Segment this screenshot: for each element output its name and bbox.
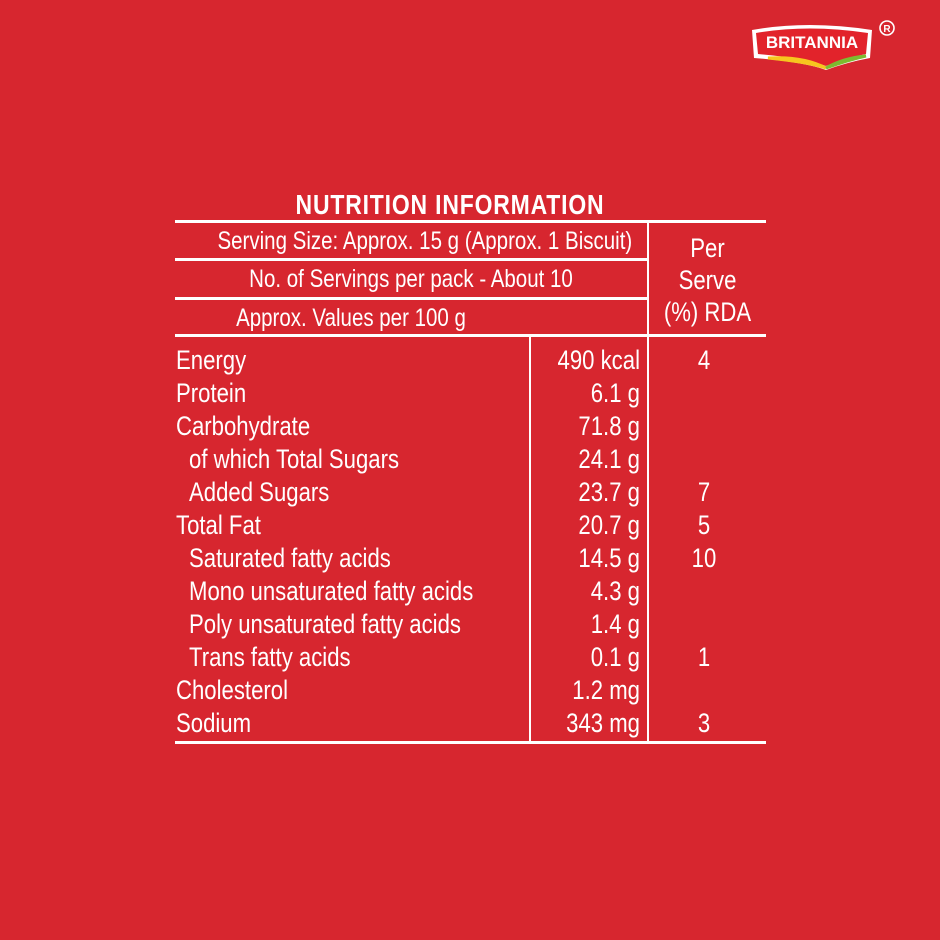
- nutrient-name: of which Total Sugars: [189, 444, 400, 474]
- nutrient-value: 24.1 g: [578, 444, 640, 474]
- nutrient-value: 343 mg: [566, 708, 640, 738]
- nutrient-rda: 4: [697, 345, 711, 375]
- rda-header: Serve: [678, 265, 737, 295]
- svg-text:R: R: [883, 24, 891, 35]
- nutrient-value: 14.5 g: [578, 543, 640, 573]
- table-title: NUTRITION INFORMATION: [295, 189, 605, 220]
- britannia-logo: BRITANNIA R: [752, 20, 895, 70]
- serving-size: Serving Size: Approx. 15 g (Approx. 1 Bi…: [217, 227, 633, 255]
- nutrient-name: Protein: [176, 378, 247, 408]
- values-per: Approx. Values per 100 g: [236, 304, 466, 332]
- nutrient-name: Cholesterol: [176, 675, 288, 705]
- divider: [175, 258, 648, 261]
- nutrient-value: 1.2 mg: [572, 675, 640, 705]
- nutrient-rda: 3: [697, 708, 711, 738]
- nutrient-name: Sodium: [176, 708, 252, 738]
- nutrient-name: Total Fat: [176, 510, 261, 540]
- rda-header: (%) RDA: [663, 297, 752, 327]
- nutrient-name: Saturated fatty acids: [189, 543, 391, 573]
- nutrient-value: 6.1 g: [590, 378, 640, 408]
- divider: [647, 220, 649, 744]
- divider: [529, 334, 531, 744]
- divider: [175, 297, 648, 300]
- nutrient-rda: 10: [691, 543, 717, 573]
- nutrient-value: 1.4 g: [590, 609, 640, 639]
- nutrient-rda: 5: [697, 510, 711, 540]
- nutrient-rda: 1: [697, 642, 711, 672]
- logo-wordmark: BRITANNIA: [766, 33, 858, 52]
- divider: [175, 334, 766, 337]
- rda-header: Per: [690, 233, 725, 263]
- nutrient-value: 20.7 g: [578, 510, 640, 540]
- divider: [175, 220, 766, 223]
- nutrient-value: 23.7 g: [578, 477, 640, 507]
- nutrient-rda: 7: [697, 477, 711, 507]
- nutrient-value: 4.3 g: [590, 576, 640, 606]
- nutrient-name: Trans fatty acids: [189, 642, 351, 672]
- nutrient-name: Added Sugars: [189, 477, 330, 507]
- nutrient-name: Poly unsaturated fatty acids: [189, 609, 461, 639]
- nutrient-value: 71.8 g: [578, 411, 640, 441]
- nutrient-name: Mono unsaturated fatty acids: [189, 576, 474, 606]
- divider: [175, 741, 766, 744]
- nutrient-value: 490 kcal: [557, 345, 640, 375]
- nutrient-value: 0.1 g: [590, 642, 640, 672]
- nutrient-name: Carbohydrate: [176, 411, 311, 441]
- nutrient-name: Energy: [176, 345, 247, 375]
- servings-per-pack: No. of Servings per pack - About 10: [249, 265, 573, 293]
